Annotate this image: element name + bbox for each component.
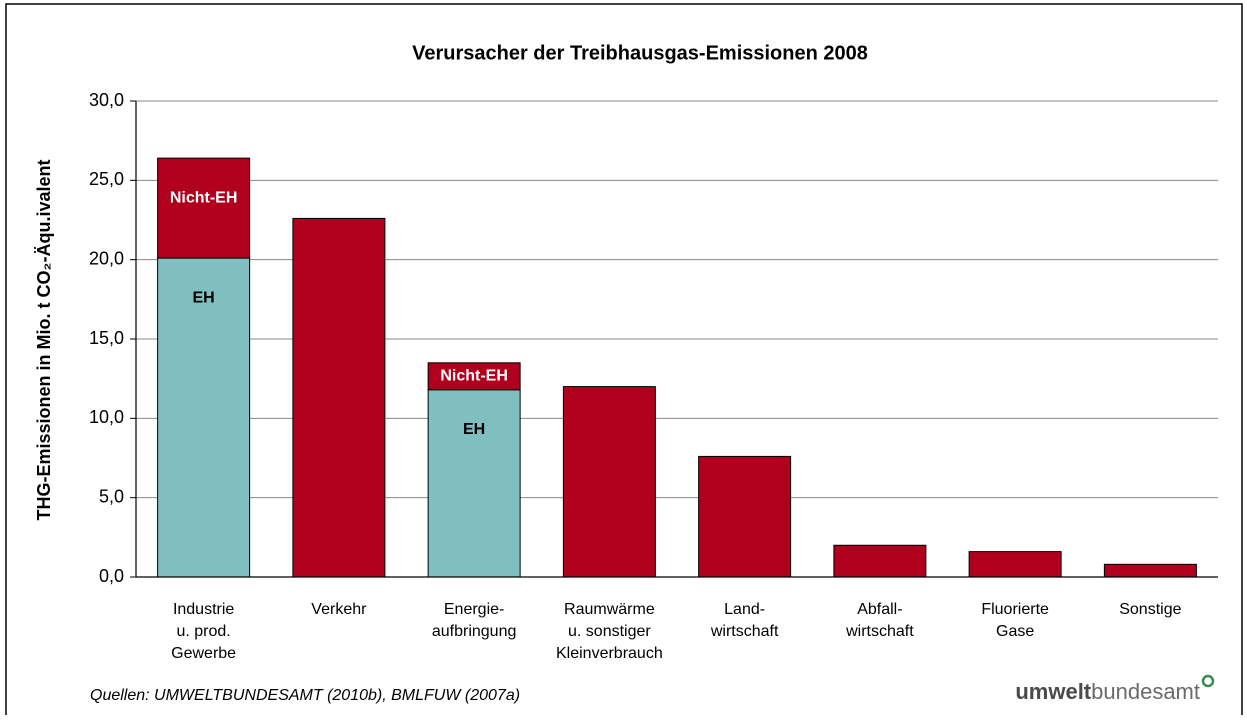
chart-border [5, 3, 1243, 720]
bar-segment [157, 157, 251, 259]
bar-segment [968, 551, 1062, 578]
bar-segment [427, 362, 521, 391]
y-tick-label: 15,0 [89, 328, 124, 348]
x-tick-label: Gase [996, 623, 1034, 640]
x-tick-label: u. prod. [176, 623, 230, 640]
x-tick-label: wirtschaft [845, 623, 914, 640]
x-tick-label: wirtschaft [710, 623, 779, 640]
x-tick-label: Abfall- [857, 601, 902, 618]
source-note: Quellen: UMWELTBUNDESAMT (2010b), BMLFUW… [90, 687, 520, 704]
segment-label: EH [193, 289, 215, 306]
logo: umweltbundesamt [1015, 679, 1200, 704]
y-tick-label: 20,0 [89, 248, 124, 268]
logo-mark [1201, 674, 1215, 688]
x-tick-label: Industrie [173, 601, 234, 618]
x-tick-label: Land- [724, 601, 765, 618]
bar-segment [427, 389, 521, 578]
y-tick-label: 30,0 [89, 90, 124, 110]
x-tick-label: Verkehr [311, 601, 367, 618]
segment-label: Nicht-EH [170, 189, 238, 206]
bar-segment [1103, 563, 1197, 578]
x-tick-label: Raumwärme [564, 601, 655, 618]
x-tick-label: aufbringung [432, 623, 517, 640]
logo-part: bundesamt [1091, 679, 1200, 704]
x-tick-label: Energie- [444, 601, 504, 618]
x-tick-label: Gewerbe [171, 645, 236, 662]
y-tick-label: 25,0 [89, 169, 124, 189]
logo-part: umwelt [1015, 679, 1091, 704]
x-tick-label: Kleinverbrauch [556, 645, 663, 662]
y-tick-label: 0,0 [99, 566, 124, 586]
bar-segment [157, 257, 251, 578]
chart-title: Verursacher der Treibhausgas-Emissionen … [412, 42, 868, 64]
y-tick-label: 10,0 [89, 407, 124, 427]
y-tick-label: 5,0 [99, 486, 124, 506]
x-tick-label: Fluorierte [981, 601, 1049, 618]
y-axis-label: THG-Emissionen in Mio. t CO₂-Äqu.ivalent [34, 159, 54, 520]
segment-label: Nicht-EH [440, 368, 508, 385]
bar-segment [562, 386, 656, 578]
x-tick-label: Sonstige [1119, 601, 1181, 618]
bar-segment [292, 217, 386, 578]
x-tick-label: u. sonstiger [568, 623, 651, 640]
bar-segment [698, 455, 792, 578]
segment-label: EH [463, 421, 485, 438]
bar-segment [833, 544, 927, 578]
